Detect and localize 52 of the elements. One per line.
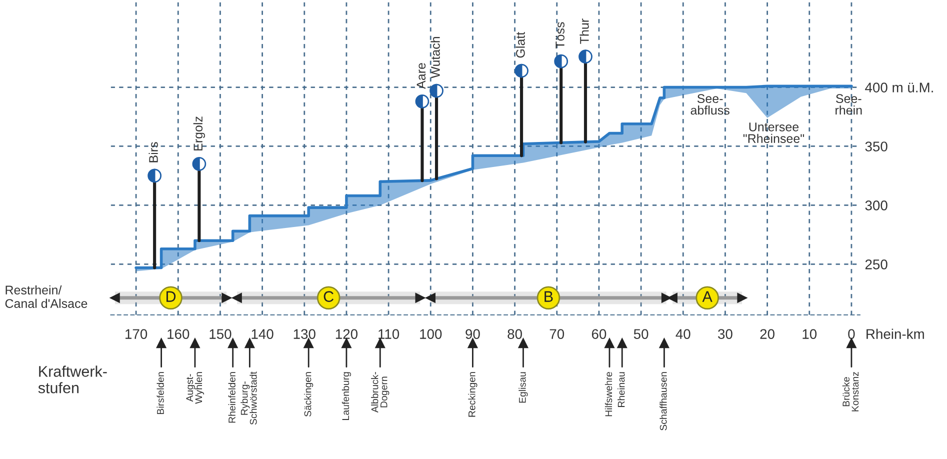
y-tick-label: 350: [865, 142, 888, 152]
annotation: Birsfelden: [156, 372, 164, 414]
annotation: Säckingen: [304, 372, 314, 417]
annotation: Reckingen: [468, 372, 478, 417]
x-tick-label: 90: [466, 329, 480, 339]
annotation: Eglisau: [518, 372, 528, 403]
x-tick-label: 100: [420, 329, 442, 339]
x-tick-label: 0: [848, 329, 855, 339]
annotation: See- rhein: [836, 94, 862, 115]
annotation: Hilfswehre: [604, 372, 612, 416]
band-label: A: [702, 291, 712, 302]
band-label: B: [544, 291, 553, 302]
annotation: Rheinfelden: [228, 372, 236, 423]
x-tick-label: 160: [168, 329, 190, 339]
x-tick-label: 110: [378, 329, 400, 339]
x-tick-label: 10: [802, 329, 817, 339]
annotation: Brücke Konstanz: [842, 372, 859, 412]
y-tick-label: 400 m ü.M.: [865, 82, 933, 92]
x-tick-label: 60: [592, 329, 606, 339]
annotation: Augst- Wyhlen: [186, 372, 204, 404]
x-tick-label: 70: [550, 329, 564, 339]
annotation: Untersee "Rheinsee": [743, 122, 804, 144]
x-tick-label: 140: [252, 329, 274, 339]
text: Wutach: [430, 36, 440, 78]
text: Thur: [580, 18, 589, 44]
x-tick-label: 130: [294, 329, 316, 339]
band-label: C: [324, 291, 334, 302]
x-tick-label: 170: [126, 329, 148, 339]
y-tick-label: 300: [865, 200, 888, 210]
text: Birs: [148, 142, 158, 162]
annotation: Laufenburg: [342, 372, 351, 420]
x-tick-label: 20: [760, 329, 774, 339]
x-tick-label: 30: [718, 329, 732, 339]
x-tick-label: 40: [676, 329, 690, 339]
text: Restrhein/ Canal d'Alsace: [5, 285, 88, 308]
annotation: Ryburg- Schwörstadt: [240, 372, 257, 425]
x-axis-title: Rhein-km: [866, 328, 924, 339]
annotation: See- abfluss: [690, 94, 730, 115]
x-tick-label: 120: [336, 329, 358, 339]
annotation: Rheinau: [618, 372, 625, 407]
text: Ergolz: [193, 116, 205, 150]
text: Glatt: [516, 32, 525, 58]
x-tick-label: 80: [508, 329, 522, 339]
band-label: D: [166, 291, 176, 302]
text: Töss: [556, 22, 564, 49]
annotation: Schaffhausen: [660, 372, 667, 430]
text: Aare: [416, 63, 426, 89]
annotation: Albbruck- Dogern: [371, 372, 390, 413]
x-tick-label: 150: [210, 329, 232, 339]
x-tick-label: 50: [634, 329, 648, 339]
text: Kraftwerk- stufen: [38, 366, 107, 394]
y-tick-label: 250: [865, 260, 888, 270]
